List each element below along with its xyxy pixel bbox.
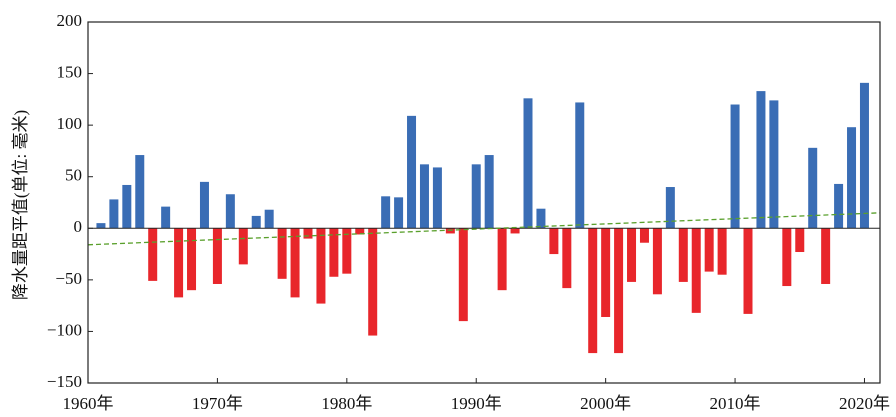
bar — [562, 228, 572, 289]
bar — [691, 228, 701, 313]
y-tick-label: 0 — [74, 217, 83, 236]
bar — [484, 155, 494, 229]
x-tick-label: 1980年 — [321, 394, 372, 413]
bar — [769, 100, 779, 229]
bar — [381, 196, 391, 229]
bar — [523, 98, 533, 229]
bar — [394, 197, 404, 229]
x-tick-label: 2000年 — [580, 394, 631, 413]
bar — [497, 228, 507, 291]
bar — [821, 228, 831, 284]
bar — [717, 228, 727, 275]
bar — [251, 215, 261, 229]
bar — [834, 183, 844, 229]
bar — [316, 228, 326, 304]
bar — [109, 199, 119, 229]
bar — [652, 228, 662, 295]
bar — [458, 228, 468, 322]
bar — [303, 228, 313, 239]
bar — [614, 228, 624, 354]
bar — [96, 223, 106, 229]
y-tick-label: 150 — [57, 62, 83, 81]
x-tick-label: 2010年 — [710, 394, 761, 413]
y-tick-label: −100 — [47, 320, 82, 339]
bar — [575, 102, 585, 229]
bar — [471, 164, 481, 229]
bar — [355, 228, 365, 235]
trend-line — [87, 212, 881, 246]
bar — [795, 228, 805, 253]
bar — [808, 147, 818, 229]
bar — [510, 228, 520, 234]
bar — [627, 228, 637, 282]
bar — [665, 187, 675, 229]
bar — [342, 228, 352, 274]
bar — [407, 115, 417, 229]
bar — [588, 228, 598, 354]
plot-frame — [87, 21, 881, 384]
bar — [432, 167, 442, 229]
y-tick-label: −50 — [55, 269, 82, 288]
bar — [225, 194, 235, 229]
bar — [847, 127, 857, 229]
bar — [756, 91, 766, 229]
bar — [549, 228, 559, 255]
bar — [329, 228, 339, 277]
y-tick-label: 200 — [57, 11, 83, 30]
bar — [161, 206, 171, 229]
bar — [148, 228, 158, 281]
bar — [639, 228, 649, 243]
bar — [187, 228, 197, 291]
bar — [212, 228, 222, 284]
bar — [601, 228, 611, 317]
bar — [743, 228, 753, 314]
bar — [419, 164, 429, 229]
bar — [277, 228, 287, 279]
bar — [199, 181, 209, 229]
x-tick-label: 1990年 — [451, 394, 502, 413]
x-tick-label: 1960年 — [63, 394, 114, 413]
bar — [290, 228, 300, 298]
x-tick-label: 2020年 — [839, 394, 890, 413]
bar — [135, 155, 145, 229]
bar — [238, 228, 248, 265]
y-tick-label: 100 — [57, 114, 83, 133]
bar — [678, 228, 688, 282]
y-tick-label: −150 — [47, 372, 82, 391]
bar — [445, 228, 455, 234]
y-axis-label: 降水量距平值(单位: 毫米) — [11, 110, 30, 300]
bar — [859, 82, 869, 229]
bar — [782, 228, 792, 287]
bar — [122, 184, 132, 229]
y-tick-label: 50 — [65, 166, 82, 185]
bar — [730, 104, 740, 229]
bar — [536, 208, 546, 229]
bar — [174, 228, 184, 298]
x-tick-label: 1970年 — [192, 394, 243, 413]
bar — [264, 209, 274, 229]
bar — [704, 228, 714, 272]
bar — [368, 228, 378, 336]
